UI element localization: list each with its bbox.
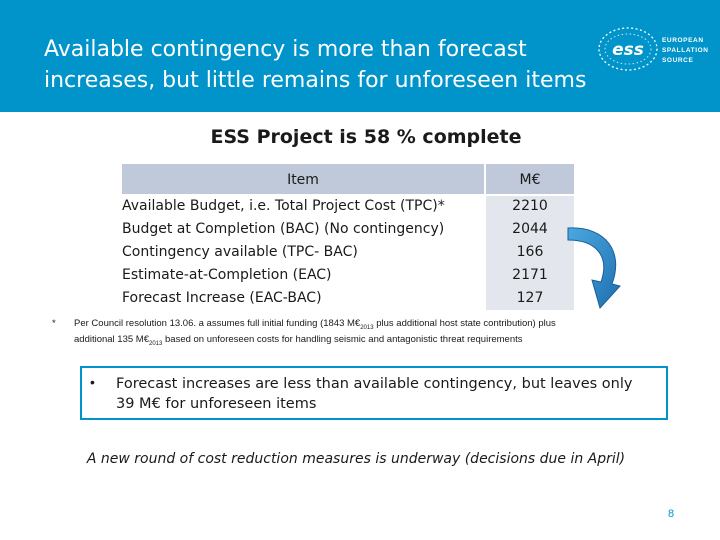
row-label-contingency: Contingency available (TPC- BAC) xyxy=(122,244,358,260)
footnote-line-1: Per Council resolution 13.06. a assumes … xyxy=(74,316,556,336)
slide-subtitle: ESS Project is 58 % complete xyxy=(210,126,522,148)
footnote-marker: * xyxy=(52,318,56,329)
footnote-line-1-subscript: 2013 xyxy=(360,324,374,331)
logo-mark-text: ess xyxy=(612,40,644,60)
footnote-line-2-text-a: additional 135 M€ xyxy=(74,334,149,345)
logo-line-2: SPALLATION xyxy=(662,47,709,54)
row-value-contingency: 166 xyxy=(516,244,544,260)
logo-line-1: EUROPEAN xyxy=(662,37,704,44)
bullet-point: • xyxy=(90,374,95,390)
row-value-bac: 2044 xyxy=(512,221,548,237)
logo-wordmark: EUROPEAN SPALLATION SOURCE xyxy=(662,36,709,66)
row-label-forecast: Forecast Increase (EAC-BAC) xyxy=(122,290,322,306)
row-value-tpc: 2210 xyxy=(512,198,548,214)
callout-box: • Forecast increases are less than avail… xyxy=(80,366,668,420)
ess-logo: ess EUROPEAN SPALLATION SOURCE xyxy=(596,24,712,74)
closing-note: A new round of cost reduction measures i… xyxy=(86,451,626,467)
callout-line-1: Forecast increases are less than availab… xyxy=(116,376,633,392)
footnote-line-1-text-b: plus additional host state contribution)… xyxy=(373,318,556,329)
row-label-bac: Budget at Completion (BAC) (No contingen… xyxy=(122,221,445,237)
callout-text: Forecast increases are less than availab… xyxy=(116,374,656,414)
row-label-tpc: Available Budget, i.e. Total Project Cos… xyxy=(122,198,445,214)
footnote-line-2-text-b: based on unforeseen costs for handling s… xyxy=(162,334,523,345)
curved-arrow-icon xyxy=(567,227,621,310)
ess-logo-mark-icon: ess xyxy=(598,27,658,71)
title-line-2: increases, but little remains for unfore… xyxy=(44,68,587,93)
header-banner: Available contingency is more than forec… xyxy=(0,0,720,112)
footnote-line-2-subscript: 2013 xyxy=(149,340,163,347)
logo-line-3: SOURCE xyxy=(662,57,694,64)
page-number: 8 xyxy=(668,508,675,520)
footnote-line-1-text-a: Per Council resolution 13.06. a assumes … xyxy=(74,318,361,329)
title-line-1: Available contingency is more than forec… xyxy=(44,37,527,62)
row-value-forecast: 127 xyxy=(516,290,544,306)
row-value-eac: 2171 xyxy=(512,267,548,283)
row-label-eac: Estimate-at-Completion (EAC) xyxy=(122,267,332,283)
slide-title: Available contingency is more than forec… xyxy=(44,34,604,96)
values-column: 2210 2044 166 2171 127 xyxy=(486,196,574,310)
callout-line-2: 39 M€ for unforeseen items xyxy=(116,396,317,412)
column-header-value: M€ xyxy=(486,164,574,194)
footnote-line-2: additional 135 M€2013 based on unforesee… xyxy=(74,332,523,352)
items-column: Available Budget, i.e. Total Project Cos… xyxy=(120,196,484,310)
column-header-item: Item xyxy=(122,164,484,194)
